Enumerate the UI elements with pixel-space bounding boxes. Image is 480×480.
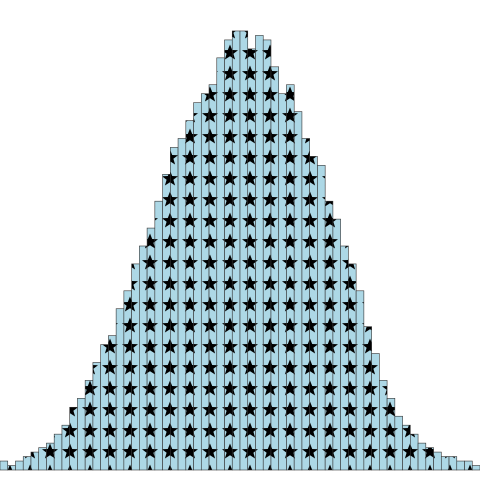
histogram-bar xyxy=(440,456,450,471)
histogram-bar xyxy=(108,335,117,471)
histogram-bar xyxy=(77,398,86,471)
histogram-bar xyxy=(247,48,256,471)
histogram-bar xyxy=(162,174,171,471)
histogram-bar xyxy=(301,138,310,471)
histogram-bar xyxy=(84,380,94,471)
histogram-bar xyxy=(239,30,249,471)
histogram-bar xyxy=(471,465,480,471)
histogram-bar xyxy=(193,102,202,471)
histogram-bar xyxy=(386,398,396,471)
histogram-bar xyxy=(293,111,303,471)
histogram-bar xyxy=(38,447,47,471)
histogram-bar xyxy=(402,424,411,471)
histogram-bar xyxy=(394,415,403,471)
histogram-bar xyxy=(15,460,24,471)
histogram-bar xyxy=(30,451,40,471)
histogram-bar xyxy=(371,353,380,471)
histogram-bar xyxy=(340,245,349,471)
histogram-bar xyxy=(115,308,125,471)
histogram-bar xyxy=(200,93,210,471)
histogram-bar xyxy=(456,460,465,471)
histogram-bar xyxy=(177,138,187,471)
histogram-bar xyxy=(131,263,140,471)
histogram-bar xyxy=(170,147,179,471)
bars-group xyxy=(0,30,480,471)
histogram-bar xyxy=(278,93,287,471)
histogram-bar xyxy=(262,39,272,471)
histogram-bar xyxy=(123,290,132,471)
histogram-bar xyxy=(100,344,109,471)
histogram-bar xyxy=(464,460,473,471)
histogram-bar xyxy=(46,442,55,471)
histogram-bar xyxy=(208,84,218,471)
histogram-bar xyxy=(61,424,70,471)
histogram-bar xyxy=(69,406,78,471)
histogram-bar xyxy=(22,456,32,471)
histogram-bar xyxy=(146,227,156,471)
histogram-bar xyxy=(216,57,225,471)
histogram-bar xyxy=(53,433,63,471)
histogram-bar xyxy=(425,447,434,471)
histogram-bar xyxy=(154,200,163,471)
histogram-bar xyxy=(185,120,194,471)
histogram-bar xyxy=(92,362,101,471)
histogram-bar xyxy=(348,263,357,471)
histogram-bar xyxy=(270,66,280,471)
histogram-bar xyxy=(309,156,318,471)
histogram-bar xyxy=(231,30,241,471)
histogram-bar xyxy=(7,465,16,471)
histogram-bar xyxy=(363,326,372,471)
histogram-bar xyxy=(355,290,365,471)
histogram-bar xyxy=(410,433,419,471)
histogram-bar xyxy=(417,442,427,471)
histogram-bar xyxy=(324,200,334,471)
histogram-bar xyxy=(139,245,148,471)
histogram-bar xyxy=(255,35,264,471)
histogram-bar xyxy=(433,451,442,471)
histogram-bar xyxy=(379,380,388,471)
histogram-bar xyxy=(0,460,9,471)
histogram-bar xyxy=(317,165,326,471)
histogram-bar xyxy=(332,218,341,471)
histogram-bar xyxy=(286,84,295,471)
histogram-bar xyxy=(448,456,458,471)
histogram-bar xyxy=(224,39,233,471)
